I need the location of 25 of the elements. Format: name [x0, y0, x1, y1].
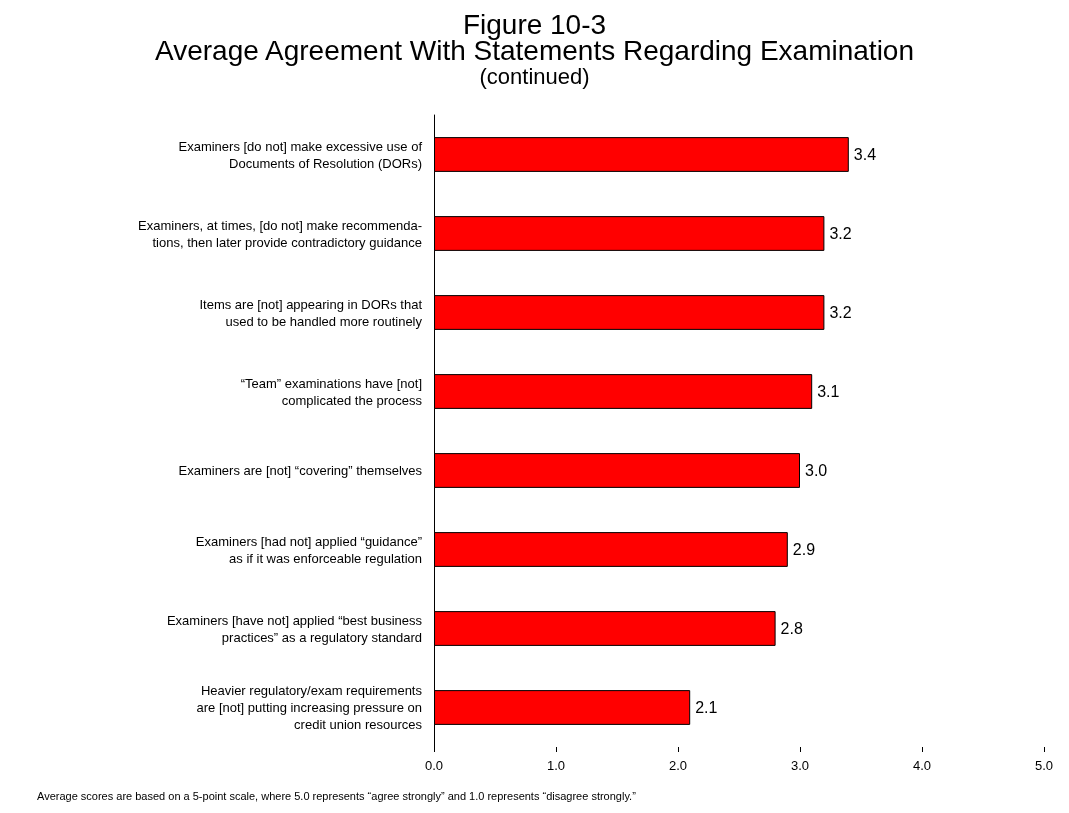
data-label: 2.9 — [792, 541, 816, 558]
x-tick-label: 2.0 — [668, 758, 688, 773]
y-tick-label: “Team” examinations have [not] complicated the process — [240, 375, 423, 408]
y-tick-label: Heavier regulatory/exam requirements are [not] putting increasing pressure on credit union resources — [196, 683, 423, 732]
data-label: 3.4 — [853, 146, 877, 163]
data-label: 3.0 — [805, 462, 828, 479]
y-tick-label: Items are [not] appearing in DORs that used to be handled more routinely — [199, 296, 423, 329]
x-tick-label: 4.0 — [912, 758, 932, 773]
y-tick-label: Examiners [do not] make excessive use of Documents of Resolution (DORs) — [178, 138, 423, 171]
data-label: 2.8 — [780, 620, 803, 637]
y-tick-label: Examiners [have not] applied “best business practices” as a regulatory standard — [166, 612, 423, 645]
data-label: 2.1 — [695, 699, 718, 716]
y-tick-label: Examiners, at times, [do not] make recommenda- tions, then later provide contradictory guidance — [138, 217, 422, 250]
chart-title: Figure 10-3 Average Agreement With Statements Regarding Examination — [154, 8, 915, 66]
x-tick-label: 1.0 — [546, 758, 566, 773]
data-label: 3.2 — [829, 225, 852, 242]
data-label: 3.2 — [829, 304, 852, 321]
x-tick-label: 0.0 — [424, 758, 444, 773]
data-label: 3.1 — [817, 383, 840, 400]
x-tick-label: 3.0 — [790, 758, 810, 773]
chart-subtitle: (continued) — [479, 63, 590, 89]
text: Average scores are based on a 5-point scale, where 5.0 represents “agree strongly” and 1.0 represents “disagree strongly.” — [37, 789, 637, 802]
x-tick-label: 5.0 — [1034, 758, 1054, 773]
y-tick-label: Examiners are [not] “covering” themselves — [178, 463, 423, 478]
y-tick-label: Examiners [had not] applied “guidance” as if it was enforceable regulation — [195, 533, 422, 566]
